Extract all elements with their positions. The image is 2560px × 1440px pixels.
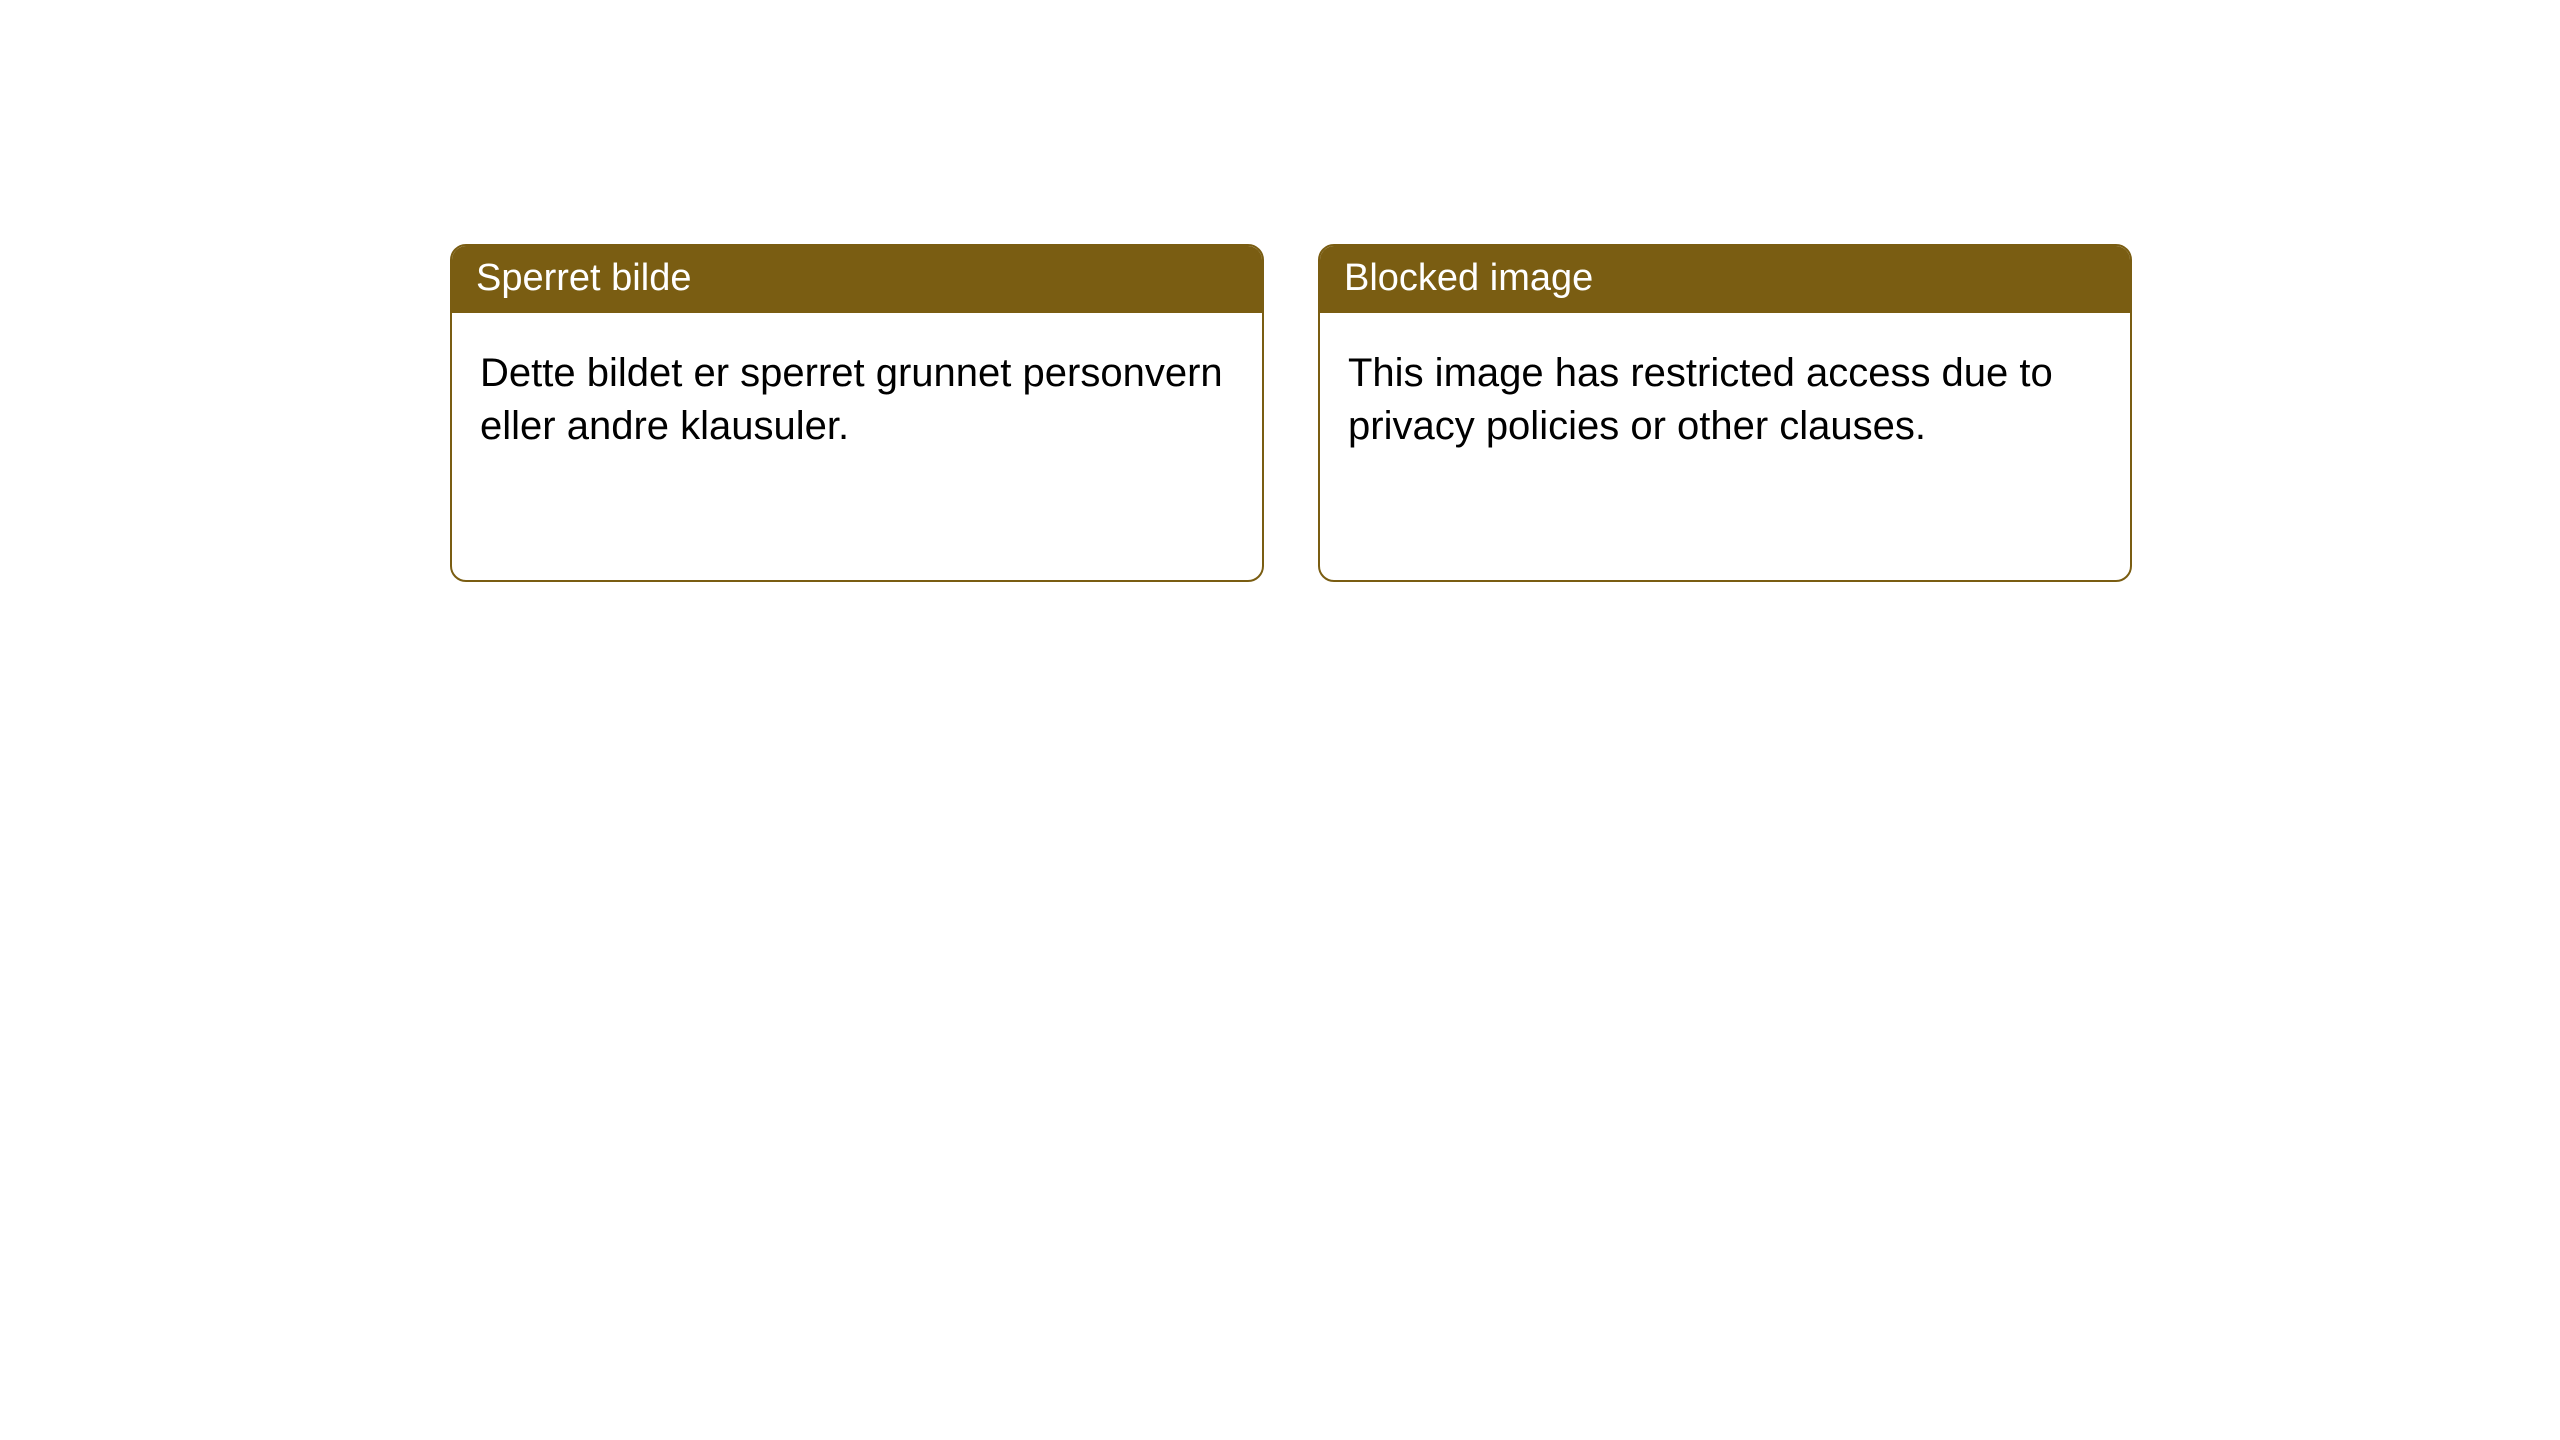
card-body-en: This image has restricted access due to … — [1320, 313, 2130, 487]
card-body-no: Dette bildet er sperret grunnet personve… — [452, 313, 1262, 487]
card-header-no: Sperret bilde — [452, 246, 1262, 313]
cards-container: Sperret bilde Dette bildet er sperret gr… — [0, 0, 2560, 582]
card-header-en: Blocked image — [1320, 246, 2130, 313]
blocked-image-card-no: Sperret bilde Dette bildet er sperret gr… — [450, 244, 1264, 582]
blocked-image-card-en: Blocked image This image has restricted … — [1318, 244, 2132, 582]
